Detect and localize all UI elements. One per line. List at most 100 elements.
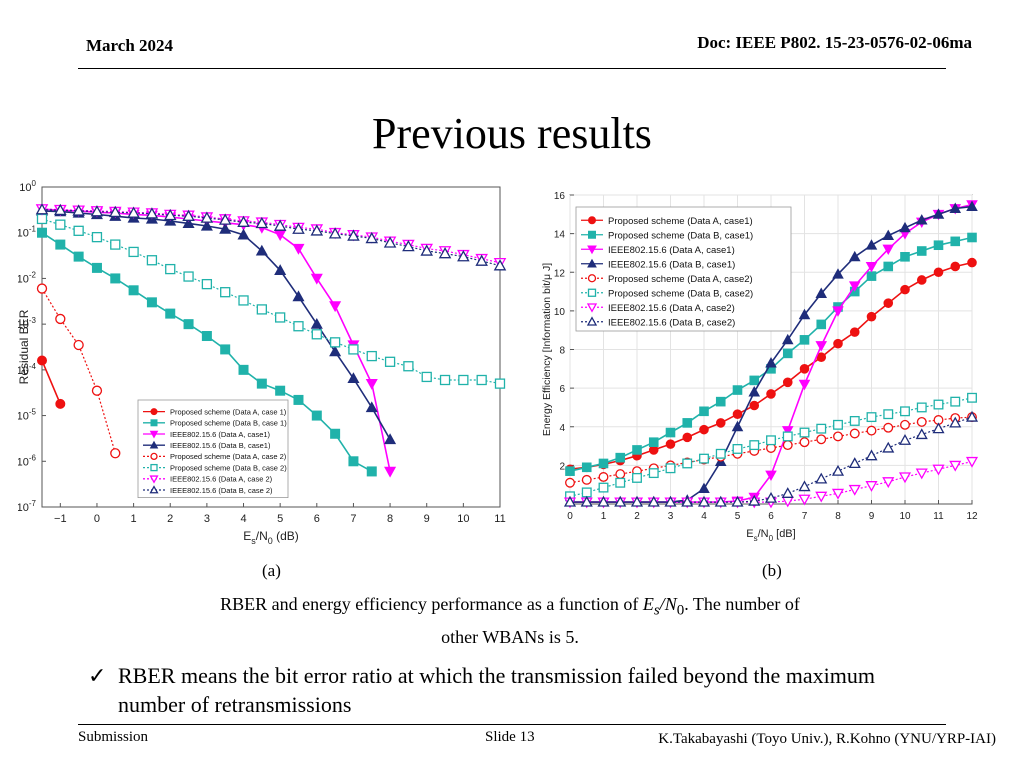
chart-b-series-1-point	[715, 418, 726, 428]
chart-b-series-8-point	[580, 495, 593, 507]
chart-b-series-4-point	[781, 333, 794, 345]
chart-b-x-tick-label: 3	[668, 511, 674, 522]
chart-a-series-1-point	[55, 398, 66, 409]
footer-submission: Submission	[78, 729, 149, 745]
chart-b-series-4-point	[882, 229, 895, 241]
chart-a-y-axis-label: Residual BER	[18, 309, 31, 384]
header-divider	[78, 68, 946, 69]
chart-b-series-6-point	[665, 463, 676, 474]
chart-b-series-4-point	[815, 287, 828, 298]
chart-a-series-2-point	[293, 394, 304, 405]
chart-b-x-tick-label: 4	[701, 511, 707, 522]
chart-b-series-2-point	[732, 385, 743, 395]
chart-b-series-1-point	[916, 275, 927, 285]
chart-a-x-tick-label: 9	[424, 513, 430, 525]
chart-b-series-6-point	[933, 399, 944, 410]
chart-a-legend-swatch-marker	[150, 463, 158, 472]
chart-b-series-3-point	[781, 426, 794, 437]
chart-b-series-8-point	[932, 422, 945, 434]
chart-a-legend-swatch-marker	[149, 475, 159, 484]
chart-a-series-5-point	[55, 313, 66, 325]
chart-a-legend-swatch-marker	[149, 485, 159, 494]
chart-a-series-6-point	[146, 255, 158, 266]
chart-a-series-2-point	[165, 308, 176, 319]
chart-a-series-8-point	[493, 259, 507, 271]
chart-a-series-3-point	[365, 378, 378, 390]
check-icon: ✓	[88, 663, 107, 688]
chart-a-series-1	[37, 355, 66, 409]
chart-b-legend-entry: IEEE802.15.6 (Data B, case1)	[608, 260, 735, 271]
chart-b-series-8-point	[898, 433, 912, 445]
chart-b-series-8-point	[597, 495, 610, 507]
chart-b-series-3-point	[815, 341, 828, 352]
chart-b-series-6-point	[849, 416, 860, 426]
chart-a-series-8-point	[109, 205, 122, 218]
chart-b-series-8-point	[614, 495, 627, 507]
chart-a-legend-entry: IEEE802.15.6 (Data B, case 2)	[170, 486, 273, 495]
chart-b-series-5-point	[916, 416, 927, 427]
chart-a-series-8-point	[90, 205, 104, 217]
chart-b-x-tick-label: 7	[802, 511, 808, 522]
chart-a-series-4-point	[347, 372, 360, 384]
chart-a-series-2-point	[73, 251, 84, 262]
chart-b-legend-entry: Proposed scheme (Data A, case2)	[608, 274, 753, 285]
chart-b-series-5-point	[565, 477, 575, 488]
chart-b-series-6-point	[833, 419, 843, 430]
chart-b-series-6-point	[950, 396, 961, 407]
chart-a-series-8-point	[420, 244, 433, 256]
chart-a-series-4-point	[237, 228, 250, 240]
chart-a-series-6-point	[421, 371, 432, 383]
chart-b-series-2-point	[799, 335, 810, 345]
chart-a-series-8-point	[457, 250, 470, 262]
chart-b-series-6-point	[732, 444, 743, 454]
chart-b-x-tick-label: 1	[601, 511, 607, 522]
chart-a-x-tick-label: 10	[457, 513, 469, 525]
chart-b-series-4-point	[748, 386, 761, 397]
chart-a-series-6-point	[91, 231, 103, 243]
chart-a-legend-box	[137, 399, 289, 498]
chart-b-series-1-point	[665, 439, 676, 449]
chart-a-series-6-point	[494, 378, 506, 389]
chart-a-series-1-line	[41, 360, 62, 405]
chart-a-series-6-point	[220, 287, 231, 298]
chart-a-series-4-point	[255, 244, 268, 256]
chart-b-series-2-point	[598, 458, 609, 469]
chart-b-x-tick-label: 2	[634, 511, 640, 522]
chart-a-series-2-point	[220, 344, 231, 355]
header-date: March 2024	[86, 36, 174, 55]
chart-b-series-7-point	[798, 494, 811, 506]
chart-b-series-2-point	[900, 252, 910, 262]
chart-a-series-2-point	[55, 239, 66, 250]
chart-a-series-5-point	[73, 339, 84, 351]
chart-b-series-4-point	[915, 214, 928, 225]
chart-a-series-6-point	[275, 312, 286, 323]
chart-b-series-5-point	[782, 440, 793, 451]
chart-b-series-7-point	[932, 464, 945, 476]
chart-a-series-3-point	[329, 301, 342, 313]
chart-a-series-4-point	[365, 401, 378, 413]
chart-b-series-8-point	[748, 494, 761, 506]
chart-a-series-8	[35, 203, 507, 271]
chart-a-legend-entry: Proposed scheme (Data B, case 2)	[170, 463, 287, 472]
chart-a-x-tick-label: 2	[167, 513, 173, 525]
chart-b-series-5-point	[833, 431, 843, 442]
chart-b-legend-entry: IEEE802.15.6 (Data B, case2)	[608, 318, 735, 329]
chart-b-x-tick-label: 5	[735, 511, 741, 522]
chart-a-series-2-point	[183, 319, 194, 330]
chart-b-y-tick-label: 4	[559, 423, 565, 434]
chart-b-series-4-point	[832, 268, 844, 279]
chart-b-series-6-point	[883, 409, 894, 420]
chart-a-series-2-point	[275, 385, 286, 396]
chart-b-x-tick-label: 8	[835, 511, 841, 522]
chart-b-series-4-point	[865, 239, 878, 250]
chart-b-series-8-point	[563, 495, 577, 507]
chart-b-series-4-point	[731, 420, 744, 432]
chart-b-legend-entry: Proposed scheme (Data A, case1)	[608, 216, 753, 227]
chart-a-x-tick-label: 1	[131, 513, 137, 525]
chart-b-series-6-point	[715, 448, 726, 459]
chart-a-y-tick-label: 10-6	[18, 453, 37, 468]
chart-b-series-6-point	[581, 487, 592, 498]
chart-a-series-8-point	[127, 206, 140, 218]
chart-a-series-8-point	[273, 219, 287, 231]
chart-a-series-5-point	[110, 448, 121, 459]
